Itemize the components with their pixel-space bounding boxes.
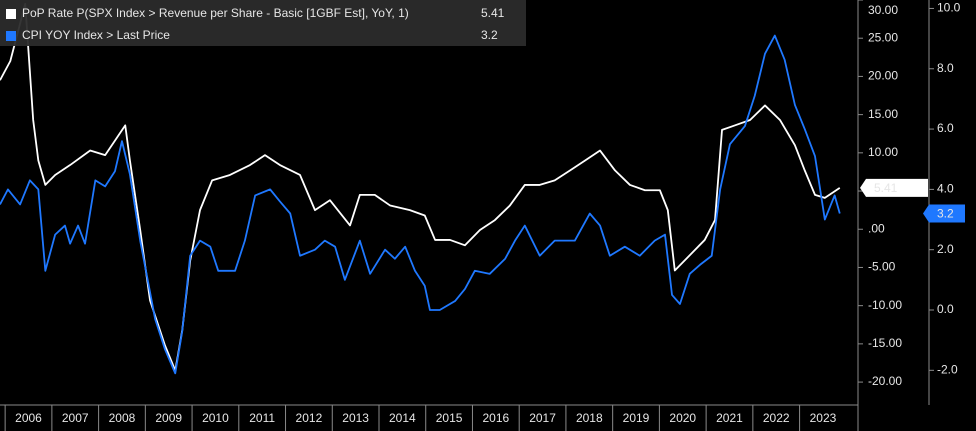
y-tick-label: .00 bbox=[868, 221, 885, 235]
legend-box bbox=[0, 0, 526, 46]
y-tick-label: 10.00 bbox=[868, 145, 898, 159]
overlay: PoP Rate P(SPX Index > Revenue per Share… bbox=[0, 0, 526, 46]
x-tick-label: 2015 bbox=[436, 411, 463, 425]
y-tick-label: 15.00 bbox=[868, 107, 898, 121]
y2-tick-label: 6.0 bbox=[937, 121, 954, 135]
y-tick-label: -5.00 bbox=[868, 260, 896, 274]
plot-area bbox=[0, 2, 841, 375]
x-tick-label: 2017 bbox=[529, 411, 556, 425]
x-tick-label: 2008 bbox=[109, 411, 136, 425]
y2-tick-label: 0.0 bbox=[937, 302, 954, 316]
y2-tick-label: 10.0 bbox=[937, 1, 961, 15]
y-tick-label: 30.00 bbox=[868, 3, 898, 17]
x-tick-label: 2022 bbox=[763, 411, 790, 425]
x-tick-label: 2009 bbox=[155, 411, 182, 425]
legend-swatch bbox=[6, 9, 16, 19]
x-tick-label: 2023 bbox=[810, 411, 837, 425]
legend-value: 5.41 bbox=[481, 6, 505, 20]
y-tick-label: -15.00 bbox=[868, 336, 902, 350]
y-tick-label: 20.00 bbox=[868, 69, 898, 83]
y2-tick-label: -2.0 bbox=[937, 362, 958, 376]
series-line bbox=[0, 34, 841, 375]
x-tick-label: 2016 bbox=[482, 411, 509, 425]
legend-label: PoP Rate P(SPX Index > Revenue per Share… bbox=[22, 6, 409, 20]
y-tick-label: 25.00 bbox=[868, 30, 898, 44]
y2-tick-label: 2.0 bbox=[937, 242, 954, 256]
x-tick-label: 2014 bbox=[389, 411, 416, 425]
last-value-label: 3.2 bbox=[937, 207, 954, 221]
x-tick-label: 2020 bbox=[669, 411, 696, 425]
y2-tick-label: 8.0 bbox=[937, 61, 954, 75]
legend-value: 3.2 bbox=[481, 28, 498, 42]
x-tick-label: 2006 bbox=[15, 411, 42, 425]
y2-tick-label: 4.0 bbox=[937, 182, 954, 196]
x-tick-label: 2012 bbox=[296, 411, 323, 425]
x-tick-label: 2013 bbox=[342, 411, 369, 425]
last-value-tag bbox=[923, 204, 965, 223]
series-line bbox=[0, 2, 841, 372]
last-value-label: 5.41 bbox=[874, 181, 898, 195]
x-tick-label: 2019 bbox=[623, 411, 650, 425]
x-tick-label: 2018 bbox=[576, 411, 603, 425]
legend-swatch bbox=[6, 31, 16, 41]
x-tick-label: 2007 bbox=[62, 411, 89, 425]
x-tick-label: 2010 bbox=[202, 411, 229, 425]
x-tick-label: 2011 bbox=[249, 411, 275, 425]
x-tick-label: 2021 bbox=[716, 411, 743, 425]
y-tick-label: -10.00 bbox=[868, 298, 902, 312]
legend-label: CPI YOY Index > Last Price bbox=[22, 28, 170, 42]
y-tick-label: -20.00 bbox=[868, 374, 902, 388]
last-value-tag bbox=[860, 178, 928, 197]
